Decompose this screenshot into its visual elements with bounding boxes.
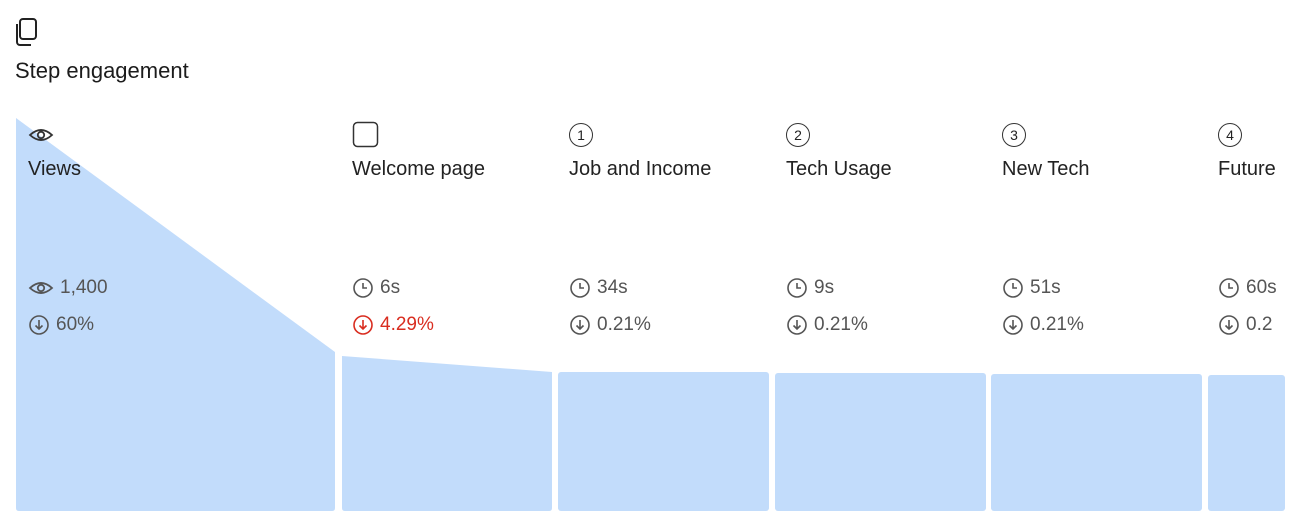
step-stat: 6s <box>352 277 400 299</box>
step-number: 4 <box>1218 123 1242 147</box>
stat-value: 60s <box>1246 277 1277 298</box>
stat-value: 9s <box>814 277 835 298</box>
dropoff-icon <box>570 315 590 335</box>
step-dropoff: 60% <box>28 314 94 336</box>
step-icon: 2 <box>786 120 996 150</box>
step-label: Tech Usage <box>786 158 892 180</box>
step-icon <box>28 120 238 150</box>
dropoff-icon <box>787 315 807 335</box>
step-column: Views 1,400 60% <box>28 120 238 335</box>
dropoff-icon <box>353 315 373 335</box>
dropoff-value: 0.21% <box>1030 314 1084 335</box>
step-label: Job and Income <box>569 158 712 180</box>
step-dropoff: 0.21% <box>1002 314 1084 336</box>
stat-value: 34s <box>597 277 628 298</box>
step-number: 2 <box>786 123 810 147</box>
step-dropoff: 0.21% <box>786 314 868 336</box>
dropoff-icon <box>1003 315 1023 335</box>
step-stat: 34s <box>569 277 628 299</box>
step-dropoff: 4.29% <box>352 314 434 336</box>
step-dropoff: 0.21% <box>569 314 651 336</box>
step-label: Future <box>1218 158 1276 180</box>
eye-icon <box>28 129 54 141</box>
dropoff-value: 0.21% <box>814 314 868 335</box>
step-stat: 1,400 <box>28 277 108 299</box>
dropoff-icon <box>29 315 49 335</box>
clock-icon <box>1219 278 1239 298</box>
step-stat: 51s <box>1002 277 1061 299</box>
step-label: New Tech <box>1002 158 1090 180</box>
step-label: Welcome page <box>352 158 486 180</box>
step-stat: 9s <box>786 277 834 299</box>
dropoff-value: 4.29% <box>380 314 434 335</box>
copy-icon <box>16 18 37 46</box>
step-column: 3 New Tech 51s 0.21% <box>1002 120 1212 335</box>
eye-icon <box>28 282 54 294</box>
step-icon: 1 <box>569 120 779 150</box>
step-number: 1 <box>569 123 593 147</box>
step-icon: 4 <box>1218 120 1285 150</box>
dropoff-value: 0.21% <box>597 314 651 335</box>
step-column: 1 Job and Income 34s 0.21% <box>569 120 779 335</box>
step-dropoff: 0.2 <box>1218 314 1272 336</box>
clock-icon <box>787 278 807 298</box>
step-column: 4 Future 60s 0.2 <box>1218 120 1285 335</box>
step-stat: 60s <box>1218 277 1277 299</box>
stat-value: 6s <box>380 277 401 298</box>
checkbox-icon <box>352 121 379 148</box>
stat-value: 1,400 <box>60 277 108 298</box>
title: Step engagement <box>15 58 189 83</box>
step-label: Views <box>28 158 81 180</box>
step-column: Welcome page 6s 4.29% <box>352 120 562 335</box>
step-icon <box>352 120 562 150</box>
clock-icon <box>570 278 590 298</box>
step-number: 3 <box>1002 123 1026 147</box>
step-column: 2 Tech Usage 9s 0.21% <box>786 120 996 335</box>
clock-icon <box>1003 278 1023 298</box>
stat-value: 51s <box>1030 277 1061 298</box>
step-icon: 3 <box>1002 120 1212 150</box>
dropoff-value: 60% <box>56 314 95 335</box>
clock-icon <box>353 278 373 298</box>
dropoff-icon <box>1219 315 1239 335</box>
dropoff-value: 0.2 <box>1246 314 1273 335</box>
